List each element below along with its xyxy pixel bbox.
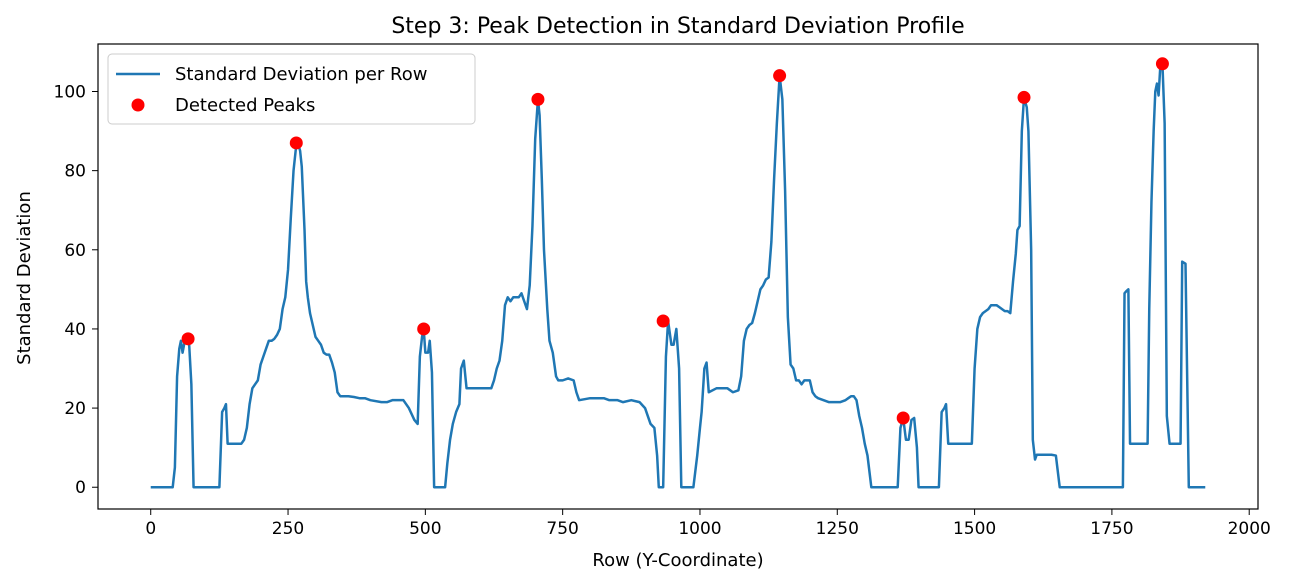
x-axis-ticks: 0 250 500 750 1000 1250 1500 1750 2000 [145, 509, 1271, 539]
peak-point [417, 322, 431, 336]
x-tick-label: 1000 [678, 519, 721, 539]
series-line-std-dev [150, 62, 1206, 489]
y-axis-label: Standard Deviation [14, 191, 35, 365]
peaks-layer [181, 57, 1169, 425]
peak-point [1155, 57, 1169, 71]
peak-point [773, 69, 787, 83]
peak-point [656, 314, 670, 328]
x-tick-label: 2000 [1228, 519, 1271, 539]
legend-box [107, 53, 476, 125]
y-tick-label: 20 [64, 399, 86, 419]
x-tick-label: 1500 [953, 519, 996, 539]
legend-label-line: Standard Deviation per Row [175, 64, 427, 85]
x-tick-label: 0 [145, 519, 156, 539]
x-axis-label: Row (Y-Coordinate) [592, 550, 763, 571]
x-tick-label: 750 [546, 519, 578, 539]
x-tick-label: 500 [409, 519, 441, 539]
legend-peak-swatch [131, 98, 145, 112]
y-tick-label: 80 [64, 162, 86, 182]
x-tick-label: 1750 [1090, 519, 1133, 539]
series-layer [150, 62, 1206, 489]
axes-frame [97, 43, 1259, 510]
y-axis-ticks: 0 20 40 60 80 100 [54, 82, 98, 498]
legend: Standard Deviation per Row Detected Peak… [107, 53, 476, 125]
peak-point [531, 92, 545, 106]
y-tick-label: 0 [75, 478, 86, 498]
peak-point [289, 136, 303, 150]
plot-area [150, 57, 1206, 489]
peak-point [896, 411, 910, 425]
peak-point [1017, 90, 1031, 104]
legend-label-peaks: Detected Peaks [175, 95, 315, 116]
chart-title: Step 3: Peak Detection in Standard Devia… [391, 14, 964, 39]
y-tick-label: 100 [54, 82, 86, 102]
x-tick-label: 1250 [816, 519, 859, 539]
y-tick-label: 40 [64, 320, 86, 340]
x-tick-label: 250 [272, 519, 304, 539]
y-tick-label: 60 [64, 241, 86, 261]
peak-point [181, 332, 195, 346]
